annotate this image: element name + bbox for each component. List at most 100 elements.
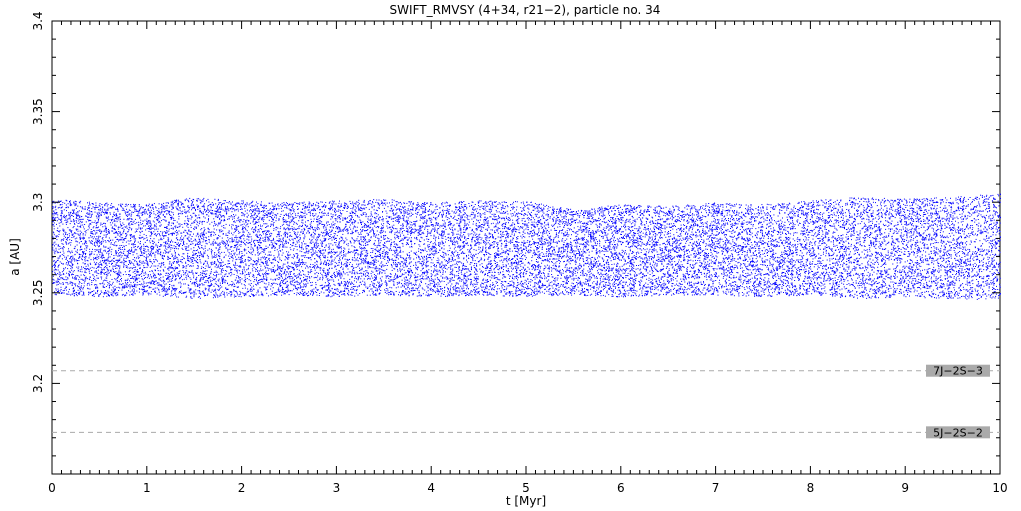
data-point [156,219,158,221]
data-point [855,273,857,275]
data-point [547,229,548,231]
data-point [943,291,945,293]
data-point [884,292,886,294]
data-point [747,241,749,243]
data-point [266,257,268,258]
data-point [325,230,327,232]
data-point [232,240,234,242]
data-point [660,227,662,229]
data-point [363,271,365,273]
data-point [782,257,784,259]
data-point [860,214,862,216]
data-point [877,227,879,229]
data-point [745,216,747,218]
data-point [527,286,529,288]
data-point [212,263,214,265]
data-point [363,284,365,286]
data-point [136,215,138,216]
data-point [669,256,671,258]
data-point [654,275,656,276]
data-point [565,264,567,266]
data-point [213,228,215,230]
data-point [807,231,809,233]
data-point [75,285,76,287]
data-point [835,249,837,251]
data-point [845,203,847,205]
data-point [528,204,530,206]
data-point [555,264,557,266]
data-point [108,262,110,264]
data-point [245,220,247,222]
data-point [564,246,566,248]
data-point [82,279,84,281]
data-point [486,217,488,219]
data-point [631,226,633,227]
data-point [772,223,774,225]
data-point [568,287,570,288]
data-point [705,233,707,235]
data-point [924,297,926,299]
data-point [234,261,236,263]
data-point [872,237,874,239]
data-point [167,287,169,289]
data-point [207,212,209,214]
data-point [679,227,681,229]
data-point [507,274,509,276]
data-point [614,274,616,276]
data-point [180,237,182,239]
data-point [160,263,162,265]
data-point [549,206,551,208]
data-point [381,255,383,257]
data-point [927,228,929,230]
data-point [370,267,372,269]
data-point [61,293,62,294]
data-point [386,275,388,277]
data-point [376,288,378,290]
data-point [821,200,823,202]
data-point [175,225,177,227]
data-point [164,284,166,286]
data-point [589,234,591,236]
data-point [485,287,486,289]
data-point [291,203,293,205]
data-point [953,234,955,236]
data-point [581,229,583,231]
data-point [559,255,561,257]
data-point [160,274,162,275]
data-point [943,210,945,212]
data-point [509,250,511,252]
data-point [817,260,819,262]
data-point [619,259,620,261]
data-point [594,243,596,245]
data-point [153,238,155,240]
data-point [95,263,97,265]
data-point [227,218,228,220]
data-point [468,221,470,223]
data-point [92,238,94,240]
data-point [446,295,448,297]
data-point [214,222,216,224]
data-point [701,218,703,220]
data-point [367,221,368,223]
data-point [677,267,679,269]
data-point [408,268,410,269]
data-point [616,238,618,240]
data-point [330,213,332,215]
data-point [148,275,150,277]
data-point [415,264,417,266]
data-point [978,260,980,261]
data-point [165,287,167,289]
data-point [941,240,943,242]
data-point [899,212,901,214]
data-point [298,272,300,274]
data-point [328,288,330,290]
data-point [259,270,261,272]
data-point [766,214,768,216]
data-point [775,239,777,241]
data-point [184,211,186,213]
data-point [136,211,138,212]
data-point [257,208,259,210]
data-point [61,262,62,264]
data-point [438,238,440,239]
data-point [663,284,665,286]
